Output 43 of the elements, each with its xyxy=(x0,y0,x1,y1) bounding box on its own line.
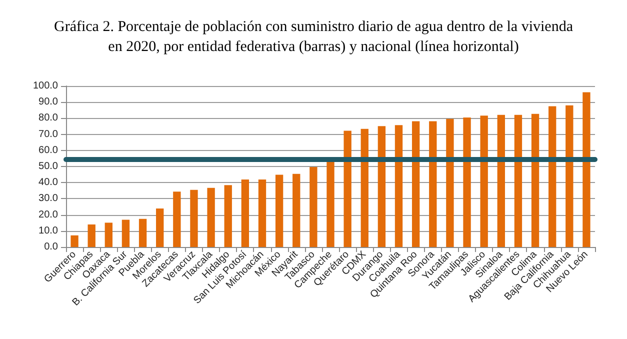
bar xyxy=(360,128,368,247)
y-tick-label: 30.0 xyxy=(38,193,58,204)
y-tick-label: 20.0 xyxy=(38,209,58,220)
bar xyxy=(531,114,540,247)
bar xyxy=(224,185,232,247)
bar xyxy=(88,224,96,247)
bar xyxy=(446,118,454,247)
bar xyxy=(429,121,437,247)
y-tick-label: 60.0 xyxy=(38,144,58,156)
y-tick-label: 80.0 xyxy=(38,112,58,124)
bar xyxy=(566,105,574,247)
bar xyxy=(480,116,488,247)
bar xyxy=(548,106,556,247)
bar xyxy=(292,174,300,247)
bar xyxy=(258,180,266,247)
bar xyxy=(138,218,147,247)
bar xyxy=(310,166,318,247)
bar xyxy=(156,208,164,247)
bar xyxy=(378,126,386,247)
y-tick-label: 40.0 xyxy=(38,177,58,188)
bar xyxy=(497,114,505,247)
y-tick-label: 70.0 xyxy=(38,128,58,140)
bar xyxy=(207,188,215,247)
bar xyxy=(275,174,284,247)
bar xyxy=(514,114,522,247)
y-tick-label: 0.0 xyxy=(44,242,58,252)
bar xyxy=(122,220,130,247)
bar xyxy=(241,180,250,247)
bar xyxy=(70,235,78,247)
chart-title: Gráfica 2. Porcentaje de población con suministro diario de agua dentro de la vivienda en 2020, por entidad federativa (barras) y nacional (línea horizontal) xyxy=(54,19,574,55)
bar xyxy=(394,125,403,247)
bar xyxy=(326,161,334,247)
y-tick-label: 50.0 xyxy=(38,161,58,172)
y-tick-label: 100.0 xyxy=(32,80,58,92)
bar xyxy=(173,192,181,247)
bar xyxy=(190,190,198,247)
y-tick-label: 90.0 xyxy=(38,96,58,108)
bar xyxy=(412,121,420,247)
bar xyxy=(463,118,471,247)
bar xyxy=(344,130,352,247)
bar xyxy=(104,222,112,247)
bar xyxy=(582,92,590,247)
y-tick-label: 10.0 xyxy=(38,225,58,236)
